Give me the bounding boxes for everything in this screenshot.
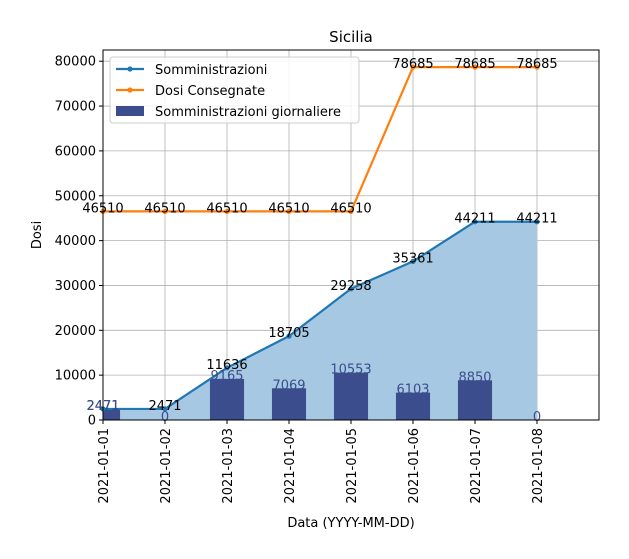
somministrazioni-label: 35361 — [392, 251, 433, 266]
somministrazioni-label: 44211 — [516, 212, 557, 227]
somministrazioni-label: 11636 — [206, 358, 247, 373]
bars — [103, 372, 493, 420]
dosi-consegnate-label: 46510 — [330, 201, 371, 216]
legend-swatch-marker — [127, 87, 133, 93]
data-labels: 4651024712471465102471046510116369165465… — [82, 57, 557, 425]
legend-swatch-giornaliere — [116, 106, 144, 116]
somministrazioni-point — [224, 365, 230, 371]
y-tick-label: 70000 — [55, 100, 96, 115]
y-tick-label: 20000 — [55, 324, 96, 339]
x-tick-label: 2021-01-01 — [97, 428, 112, 504]
x-tick-label: 2021-01-04 — [283, 428, 298, 504]
dosi-consegnate-label: 46510 — [206, 201, 247, 216]
giornaliere-label: 0 — [533, 410, 541, 425]
y-tick-label: 60000 — [55, 144, 96, 159]
legend-label: Somministrazioni — [155, 63, 267, 78]
dosi-consegnate-point — [162, 208, 168, 215]
x-tick-label: 2021-01-06 — [407, 428, 422, 504]
bar-giornaliere — [209, 378, 245, 420]
legend-swatch-marker — [127, 66, 133, 72]
x-tick-label: 2021-01-05 — [345, 428, 360, 504]
legend: Somministrazioni Dosi Consegnate Somminist… — [109, 56, 360, 124]
giornaliere-label: 8850 — [458, 370, 491, 385]
dosi-consegnate-point — [224, 208, 230, 215]
somministrazioni-point — [348, 286, 354, 292]
dosi-consegnate-label: 78685 — [454, 57, 495, 72]
dosi-consegnate-point — [410, 64, 416, 70]
x-tick-label: 2021-01-02 — [159, 428, 174, 504]
y-tick-label: 0 — [88, 414, 96, 429]
giornaliere-label: 0 — [161, 410, 169, 425]
bar-giornaliere — [103, 408, 121, 420]
x-tick-label: 2021-01-03 — [221, 428, 236, 504]
x-tick-label: 2021-01-07 — [469, 428, 484, 504]
dosi-consegnate-line — [103, 66, 537, 213]
somministrazioni-point — [286, 333, 292, 339]
dosi-consegnate-label: 78685 — [392, 57, 433, 72]
somministrazioni-label: 18705 — [268, 326, 309, 341]
dosi-consegnate-point — [348, 208, 354, 215]
somministrazioni-line — [103, 220, 537, 411]
y-tick-label: 50000 — [55, 189, 96, 204]
dosi-consegnate-point — [472, 64, 478, 70]
bar-giornaliere — [271, 388, 307, 420]
somministrazioni-point — [410, 258, 416, 265]
chart-title: Sicilia — [329, 28, 373, 46]
somministrazioni-area — [103, 221, 537, 420]
giornaliere-label: 9165 — [210, 369, 243, 384]
dosi-consegnate-point — [286, 208, 292, 215]
y-tick-label: 40000 — [55, 234, 96, 249]
dosi-consegnate-label: 46510 — [144, 201, 185, 216]
somministrazioni-label: 29258 — [330, 279, 371, 294]
legend-label: Dosi Consegnate — [155, 84, 265, 99]
somministrazioni-point — [472, 219, 478, 225]
giornaliere-label: 7069 — [272, 378, 305, 393]
legend-box — [109, 56, 360, 124]
somministrazioni-label: 2471 — [148, 399, 181, 414]
dosi-consegnate-point — [534, 64, 540, 70]
y-tick-label: 80000 — [55, 55, 96, 70]
x-axis-title: Data (YYYY-MM-DD) — [287, 516, 414, 531]
y-tick-label: 30000 — [55, 279, 96, 294]
giornaliere-label: 10553 — [330, 363, 371, 378]
x-tick-label: 2021-01-08 — [531, 428, 546, 504]
somministrazioni-label: 44211 — [454, 212, 495, 227]
dosi-consegnate-label: 46510 — [268, 201, 309, 216]
y-tick-label: 10000 — [55, 369, 96, 384]
lines — [100, 64, 540, 412]
legend-label: Somministrazioni giornaliere — [155, 105, 341, 120]
bar-giornaliere — [333, 372, 369, 420]
area-fill — [103, 221, 537, 420]
bar-giornaliere — [395, 392, 431, 420]
somministrazioni-point — [162, 406, 168, 412]
y-axis-title: Dosi — [30, 221, 45, 249]
axes: 0 10000 20000 30000 40000 50000 60000 70000 8000… — [55, 49, 600, 504]
bar-giornaliere — [457, 380, 493, 420]
somministrazioni-point — [534, 219, 540, 225]
giornaliere-label: 6103 — [396, 383, 429, 398]
dosi-consegnate-label: 78685 — [516, 57, 557, 72]
